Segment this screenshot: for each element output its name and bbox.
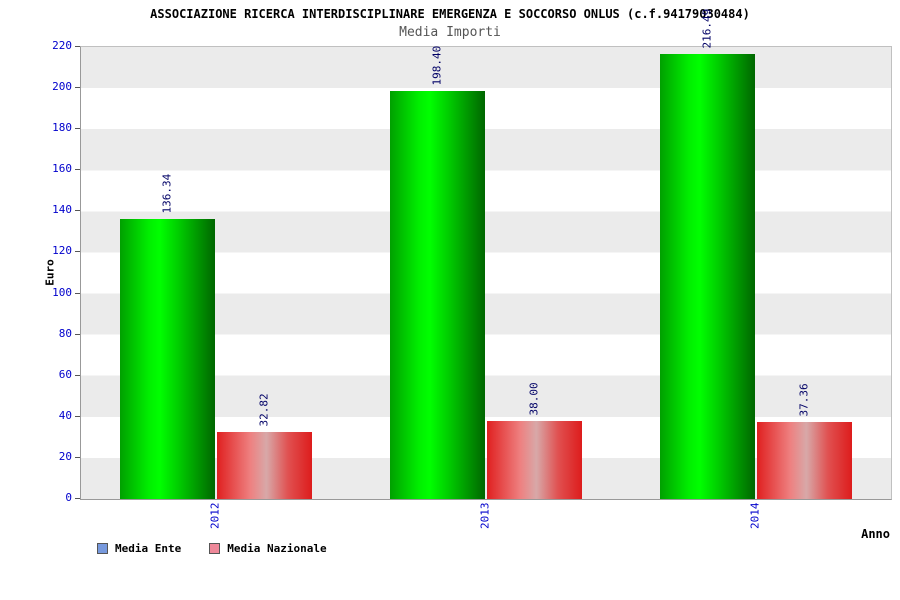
- bar-value-label: 38.00: [527, 382, 540, 416]
- legend-label-media-ente: Media Ente: [115, 542, 182, 555]
- y-tick-label: 220: [52, 39, 72, 52]
- y-tick-label: 0: [65, 491, 72, 504]
- y-tick-mark: [75, 128, 80, 130]
- y-tick-label: 140: [52, 203, 72, 217]
- y-tick-mark: [75, 498, 80, 499]
- y-tick-mark: [75, 292, 80, 294]
- bar-media-ente-2014: [660, 54, 755, 499]
- bar-media-ente-2012: [120, 218, 215, 499]
- y-tick-mark: [75, 46, 80, 47]
- bar-media-nazionale-2012: [217, 431, 312, 499]
- bar-media-ente-2013: [390, 91, 485, 499]
- x-tick-label: 2013: [478, 502, 492, 530]
- legend-label-media-nazionale: Media Nazionale: [227, 542, 327, 555]
- y-tick-label: 180: [52, 121, 72, 135]
- chart-subtitle: Media Importi: [399, 25, 501, 40]
- y-tick-mark: [75, 169, 80, 171]
- y-tick-mark: [75, 87, 80, 89]
- legend: Media Ente Media Nazionale: [97, 542, 327, 555]
- x-tick-label: 2014: [748, 502, 762, 530]
- legend-item-media-ente: Media Ente: [97, 542, 181, 555]
- y-tick-mark: [75, 374, 80, 376]
- bar-value-label: 136.34: [160, 173, 173, 214]
- y-tick-mark: [75, 210, 80, 212]
- y-tick-mark: [75, 333, 80, 335]
- y-tick-mark: [75, 251, 80, 253]
- y-tick-mark: [75, 415, 80, 417]
- y-tick-mark: [75, 456, 80, 458]
- x-tick-label: 2012: [208, 502, 222, 530]
- bar-media-nazionale-2013: [487, 420, 582, 499]
- y-tick-label: 120: [52, 244, 72, 258]
- x-axis-title: Anno: [861, 527, 890, 541]
- chart-title: ASSOCIAZIONE RICERCA INTERDISCIPLINARE E…: [150, 7, 750, 21]
- y-tick-label: 60: [58, 367, 72, 381]
- legend-swatch-media-nazionale: [209, 543, 221, 554]
- bar-value-label: 216.49: [700, 8, 713, 49]
- y-tick-label: 100: [52, 285, 72, 299]
- y-tick-label: 200: [52, 80, 72, 94]
- bar-value-label: 198.40: [430, 46, 443, 86]
- y-tick-label: 40: [58, 408, 72, 422]
- y-tick-label: 80: [58, 326, 72, 340]
- legend-swatch-media-ente: [97, 543, 108, 554]
- bar-value-label: 32.82: [257, 392, 270, 427]
- y-tick-label: 160: [52, 162, 72, 176]
- bar-media-nazionale-2014: [757, 422, 852, 499]
- y-tick-label: 20: [58, 449, 72, 463]
- legend-item-media-nazionale: Media Nazionale: [209, 542, 327, 555]
- plot-area: [80, 46, 892, 500]
- bar-value-label: 37.36: [797, 383, 810, 417]
